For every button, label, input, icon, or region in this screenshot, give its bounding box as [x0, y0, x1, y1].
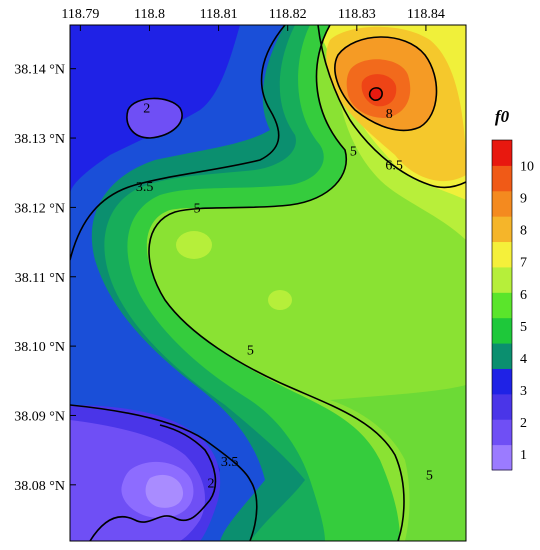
- colorbar-swatch: [492, 266, 512, 293]
- band-6-blob-b: [268, 290, 292, 310]
- contour-label: 3.5: [136, 180, 154, 195]
- colorbar-swatch: [492, 317, 512, 344]
- contour-label: 6.5: [385, 158, 403, 173]
- contour-3-5-left: [70, 25, 286, 261]
- contour-label: 5: [350, 145, 357, 160]
- y-tick-label: 38.13 °N: [14, 132, 65, 147]
- colorbar-title: f0: [495, 107, 510, 126]
- colorbar-swatch: [492, 419, 512, 446]
- contour-10: [368, 87, 383, 101]
- contour-label: 2: [207, 477, 214, 492]
- colorbar-frame: [491, 139, 513, 471]
- band-1: [145, 474, 184, 508]
- colorbar-tick-label: 8: [520, 224, 527, 239]
- colorbar-swatch: [492, 393, 512, 420]
- x-tick-label: 118.82: [269, 7, 307, 22]
- colorbar-swatch: [492, 190, 512, 217]
- contour-label: 2: [143, 102, 150, 117]
- contour-6-5: [317, 25, 466, 189]
- y-tick-label: 38.08 °N: [14, 479, 65, 494]
- contour-2-lower: [89, 424, 217, 541]
- colorbar-tick-label: 6: [520, 288, 527, 303]
- contour-lines: [70, 25, 466, 541]
- x-tick-label: 118.8: [134, 7, 165, 22]
- y-tick-label: 38.10 °N: [14, 340, 65, 355]
- y-axis: 38.14 °N 38.13 °N 38.12 °N 38.11 °N 38.10 °N…: [14, 63, 76, 494]
- contour-3-5-lower: [70, 404, 258, 541]
- contour-label: 3.5: [221, 455, 239, 470]
- y-tick-label: 38.12 °N: [14, 201, 65, 216]
- x-tick-label: 118.79: [61, 7, 99, 22]
- colorbar-swatch: [492, 165, 512, 192]
- colorbar-tick-label: 4: [520, 352, 527, 367]
- colorbar-swatch: [492, 444, 512, 471]
- y-tick-label: 38.14 °N: [14, 63, 65, 78]
- y-tick-label: 38.11 °N: [15, 271, 65, 286]
- colorbar-tick-label: 1: [520, 448, 527, 463]
- x-tick-label: 118.84: [407, 7, 445, 22]
- contour-label: 5: [426, 468, 433, 483]
- colorbar-swatch: [492, 343, 512, 369]
- contour-5-main: [148, 25, 405, 541]
- colorbar-swatch: [492, 140, 512, 166]
- contour-2-upper: [126, 97, 183, 139]
- colorbar-swatch: [492, 241, 512, 268]
- x-tick-label: 118.83: [338, 7, 376, 22]
- band-10: [369, 87, 383, 101]
- colorbar-tick-label: 7: [520, 256, 527, 271]
- band-2-upper: [126, 98, 183, 138]
- band-6-blob-a: [176, 231, 212, 259]
- contour-label: 8: [386, 107, 393, 122]
- colorbar-tick-label: 3: [520, 384, 527, 399]
- colorbar-swatch: [492, 292, 512, 319]
- colorbar-swatch: [492, 368, 512, 395]
- contour-8: [334, 36, 438, 132]
- contour-fill: [70, 25, 466, 541]
- y-tick-label: 38.09 °N: [14, 409, 65, 424]
- x-axis: 118.79 118.8 118.81 118.82 118.83 118.84: [61, 7, 445, 31]
- colorbar-tick-label: 10: [520, 160, 534, 175]
- band-5-lr: [330, 385, 466, 541]
- colorbar-swatch: [492, 216, 512, 243]
- x-tick-label: 118.81: [200, 7, 238, 22]
- colorbar-tick-label: 5: [520, 320, 527, 335]
- plot-frame: [69, 24, 467, 542]
- contour-label: 5: [194, 201, 201, 216]
- colorbar: 1 2 3 4 5 6 7 8 9 10 f0: [491, 107, 534, 471]
- colorbar-tick-label: 9: [520, 192, 527, 207]
- contour-label: 5: [247, 344, 254, 359]
- colorbar-tick-label: 2: [520, 416, 527, 431]
- contour-labels: 2 3.5 5 8 6.5 5 5 3.5 2 5: [136, 102, 433, 492]
